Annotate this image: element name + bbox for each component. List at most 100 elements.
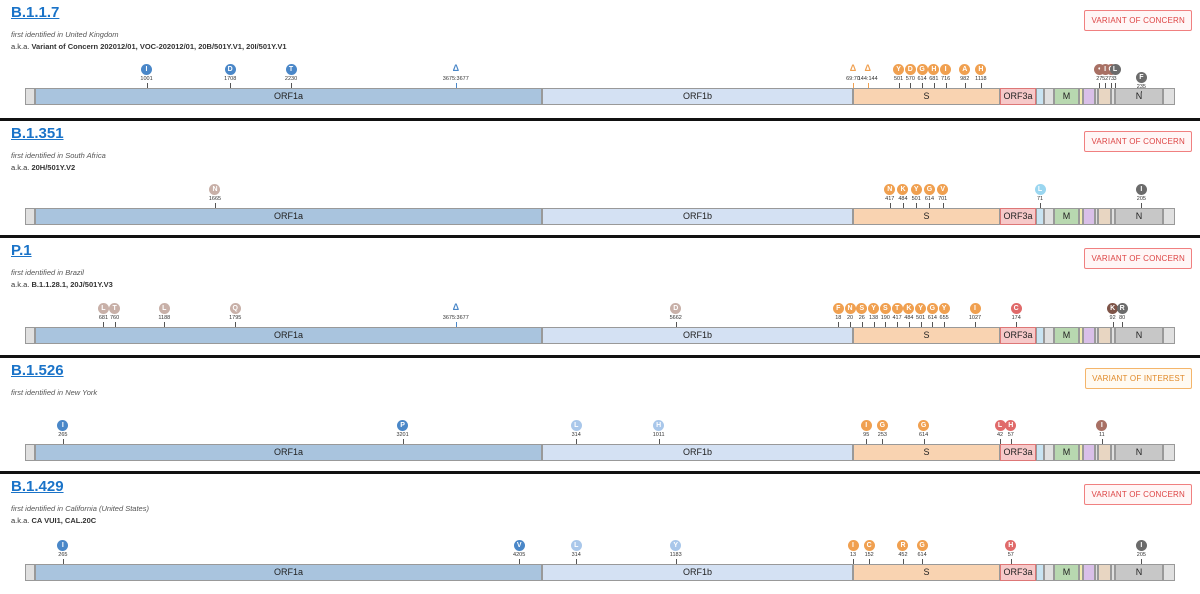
gene-flank3[interactable]: [1095, 564, 1098, 581]
gene-orf3a[interactable]: ORF3a: [1000, 88, 1036, 105]
mutation-stem: [1099, 83, 1101, 88]
mutation-position: 1001: [140, 76, 153, 82]
gene-orf7[interactable]: [1083, 327, 1095, 344]
mutation-stem: [944, 322, 946, 327]
mutation-stem: [1141, 559, 1143, 564]
variant-name-link[interactable]: B.1.429: [11, 478, 64, 495]
gene-orf8[interactable]: [1098, 444, 1111, 461]
gene-orf3a[interactable]: ORF3a: [1000, 444, 1036, 461]
gene-flank3[interactable]: [1095, 327, 1098, 344]
gene-flank5[interactable]: [1163, 327, 1175, 344]
gene-flank5[interactable]: [1163, 444, 1175, 461]
mutation-circle: I: [57, 420, 69, 431]
gene-orf6[interactable]: [1079, 327, 1083, 344]
mutation-circle: G: [918, 420, 930, 431]
gene-flank2[interactable]: [1044, 564, 1054, 581]
gene-orf1b[interactable]: ORF1b: [542, 327, 853, 344]
gene-flank5[interactable]: [1163, 564, 1175, 581]
gene-flank4[interactable]: [1111, 208, 1115, 225]
gene-flank2[interactable]: [1044, 327, 1054, 344]
gene-flank[interactable]: [25, 88, 35, 105]
gene-orf1b[interactable]: ORF1b: [542, 444, 853, 461]
gene-orf1a[interactable]: ORF1a: [35, 88, 542, 105]
gene-orf6[interactable]: [1079, 208, 1083, 225]
gene-e[interactable]: [1036, 327, 1044, 344]
mutation-stem: [62, 439, 64, 444]
gene-orf6[interactable]: [1079, 564, 1083, 581]
gene-e[interactable]: [1036, 208, 1044, 225]
gene-flank4[interactable]: [1111, 564, 1115, 581]
gene-flank3[interactable]: [1095, 208, 1098, 225]
gene-e[interactable]: [1036, 564, 1044, 581]
gene-orf1a[interactable]: ORF1a: [35, 564, 542, 581]
mutation-position: 152: [864, 552, 874, 558]
mutation-stem: [897, 322, 899, 327]
gene-m[interactable]: M: [1054, 444, 1079, 461]
gene-flank2[interactable]: [1044, 208, 1054, 225]
gene-m[interactable]: M: [1054, 327, 1079, 344]
gene-s[interactable]: S: [853, 88, 1000, 105]
gene-n[interactable]: N: [1115, 564, 1163, 581]
gene-orf8[interactable]: [1098, 564, 1111, 581]
gene-flank3[interactable]: [1095, 444, 1098, 461]
mutation-circle: I: [1096, 420, 1108, 431]
gene-s[interactable]: S: [853, 444, 1000, 461]
aka-names: CA VUI1, CAL.20C: [31, 516, 97, 525]
mutation-stem: [1115, 83, 1116, 88]
gene-orf7[interactable]: [1083, 444, 1095, 461]
mutation-circle: •: [1093, 64, 1105, 75]
gene-flank2[interactable]: [1044, 88, 1054, 105]
gene-s[interactable]: S: [853, 327, 1000, 344]
gene-orf3a[interactable]: ORF3a: [1000, 564, 1036, 581]
gene-orf6[interactable]: [1079, 88, 1083, 105]
gene-flank4[interactable]: [1111, 327, 1115, 344]
variant-name-link[interactable]: B.1.351: [11, 125, 64, 142]
gene-orf8[interactable]: [1098, 88, 1111, 105]
gene-m[interactable]: M: [1054, 88, 1079, 105]
gene-orf7[interactable]: [1083, 564, 1095, 581]
gene-orf1b[interactable]: ORF1b: [542, 208, 853, 225]
gene-flank3[interactable]: [1095, 88, 1098, 105]
gene-e[interactable]: [1036, 88, 1044, 105]
gene-orf8[interactable]: [1098, 208, 1111, 225]
gene-orf7[interactable]: [1083, 208, 1095, 225]
mutation-position: 80: [1119, 315, 1126, 321]
mutation-stem: [929, 203, 931, 208]
variant-name-link[interactable]: B.1.526: [11, 362, 64, 379]
gene-flank[interactable]: [25, 327, 35, 344]
gene-flank[interactable]: [25, 564, 35, 581]
gene-orf1b[interactable]: ORF1b: [542, 88, 853, 105]
variant-name-link[interactable]: P.1: [11, 242, 32, 259]
gene-m[interactable]: M: [1054, 564, 1079, 581]
gene-flank[interactable]: [25, 444, 35, 461]
gene-m[interactable]: M: [1054, 208, 1079, 225]
gene-flank4[interactable]: [1111, 444, 1115, 461]
gene-s[interactable]: S: [853, 208, 1000, 225]
gene-n[interactable]: N: [1115, 444, 1163, 461]
mutation-stem: [114, 322, 116, 327]
mutation-position: 69:70: [846, 76, 860, 82]
gene-orf3a[interactable]: ORF3a: [1000, 327, 1036, 344]
mutation-position: 27: [1096, 76, 1103, 82]
gene-orf3a[interactable]: ORF3a: [1000, 208, 1036, 225]
mutation-position: 57: [1007, 432, 1014, 438]
gene-flank5[interactable]: [1163, 88, 1175, 105]
gene-n[interactable]: N: [1115, 88, 1163, 105]
gene-orf1a[interactable]: ORF1a: [35, 208, 542, 225]
gene-n[interactable]: N: [1115, 327, 1163, 344]
gene-e[interactable]: [1036, 444, 1044, 461]
gene-flank2[interactable]: [1044, 444, 1054, 461]
gene-flank[interactable]: [25, 208, 35, 225]
gene-orf1a[interactable]: ORF1a: [35, 444, 542, 461]
gene-s[interactable]: S: [853, 564, 1000, 581]
gene-orf1b[interactable]: ORF1b: [542, 564, 853, 581]
gene-orf7[interactable]: [1083, 88, 1095, 105]
gene-n[interactable]: N: [1115, 208, 1163, 225]
gene-orf6[interactable]: [1079, 444, 1083, 461]
gene-flank5[interactable]: [1163, 208, 1175, 225]
mutation-circle: H: [1005, 540, 1017, 551]
gene-flank4[interactable]: [1111, 88, 1115, 105]
variant-name-link[interactable]: B.1.1.7: [11, 4, 60, 21]
gene-orf8[interactable]: [1098, 327, 1111, 344]
gene-orf1a[interactable]: ORF1a: [35, 327, 542, 344]
